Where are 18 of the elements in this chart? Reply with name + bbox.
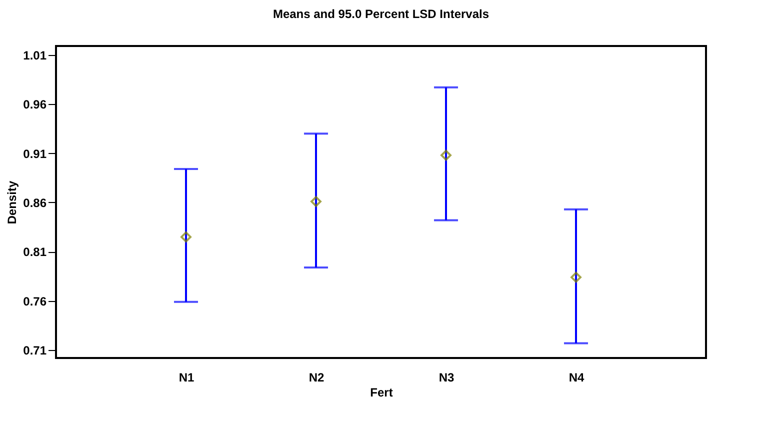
y-tick-label: 0.91	[23, 146, 47, 161]
chart-title: Means and 95.0 Percent LSD Intervals	[272, 7, 490, 21]
y-tick-label: 1.01	[23, 48, 47, 62]
x-tick-label: N1	[178, 370, 194, 384]
y-tick-label: 0.86	[23, 196, 47, 210]
x-tick-label: N3	[438, 370, 454, 384]
point	[180, 231, 192, 242]
point	[440, 150, 452, 161]
x-tick-label: N4	[568, 370, 584, 384]
y-axis-title: Density	[5, 180, 20, 224]
point	[310, 196, 322, 207]
y-tick-label: 0.81	[23, 245, 47, 260]
point	[570, 272, 582, 283]
y-tick-label: 0.96	[23, 98, 47, 112]
x-tick-label: N2	[308, 370, 324, 384]
y-tick-label: 0.76	[23, 294, 47, 308]
x-axis-title: Fert	[370, 386, 393, 400]
y-tick-label: 0.71	[23, 344, 47, 358]
